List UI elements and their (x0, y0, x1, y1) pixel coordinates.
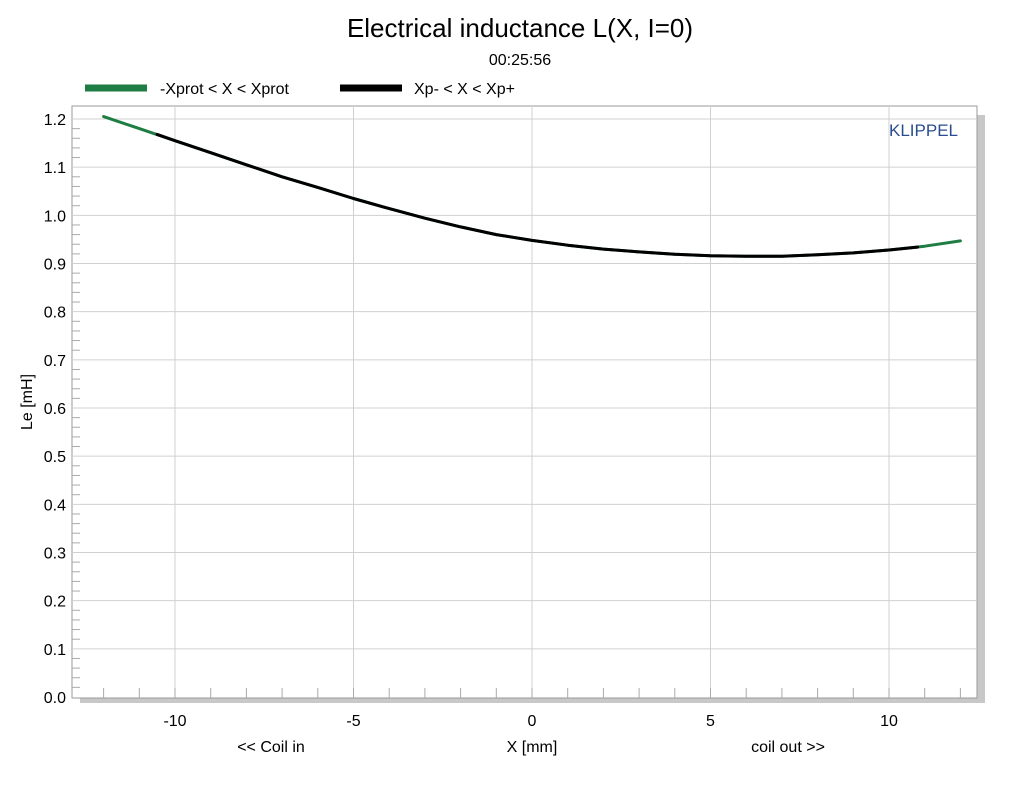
x-tick-label: -10 (163, 713, 186, 730)
x-tick-label: 5 (706, 713, 715, 730)
legend-label-xp: Xp- < X < Xp+ (414, 81, 515, 98)
y-tick-label: 1.1 (44, 160, 66, 177)
klippel-watermark: KLIPPEL (889, 121, 958, 140)
y-tick-labels: 0.0 0.1 0.2 0.3 0.4 0.5 0.6 0.7 0.8 0.9 1.0 1.1 1.2 (44, 112, 66, 707)
grid (72, 106, 977, 698)
y-tick-label: 0.9 (44, 257, 66, 274)
x-axis-label: X [mm] (507, 739, 558, 756)
y-tick-label: 0.7 (44, 353, 66, 370)
y-tick-label: 0.2 (44, 594, 66, 611)
legend-label-xprot: -Xprot < X < Xprot (160, 81, 290, 98)
chart-title: Electrical inductance L(X, I=0) (347, 13, 693, 43)
y-tick-label: 0.4 (44, 497, 66, 514)
legend: -Xprot < X < Xprot Xp- < X < Xp+ (85, 81, 515, 98)
y-tick-label: 0.3 (44, 546, 66, 563)
y-tick-label: 0.1 (44, 642, 66, 659)
series-xp-line (155, 132, 920, 258)
y-tick-label: 1.0 (44, 208, 66, 225)
chart-subtitle: 00:25:56 (489, 52, 551, 69)
x-tick-labels: -10 -5 0 5 10 (163, 713, 898, 730)
x-tick-label: 10 (880, 713, 898, 730)
y-tick-label: 0.8 (44, 305, 66, 322)
x-tick-label: -5 (346, 713, 360, 730)
x-tick-label: 0 (528, 713, 537, 730)
y-tick-label: 0.6 (44, 401, 66, 418)
y-tick-label: 0.0 (44, 690, 66, 707)
minor-ticks (72, 128, 961, 698)
x-axis-label-right: coil out >> (751, 739, 825, 756)
plot-area (71, 105, 978, 699)
y-tick-label: 0.5 (44, 449, 66, 466)
y-axis-label: Le [mH] (19, 374, 36, 430)
y-tick-label: 1.2 (44, 112, 66, 129)
data-series (102, 115, 962, 258)
x-axis-label-left: << Coil in (237, 739, 305, 756)
